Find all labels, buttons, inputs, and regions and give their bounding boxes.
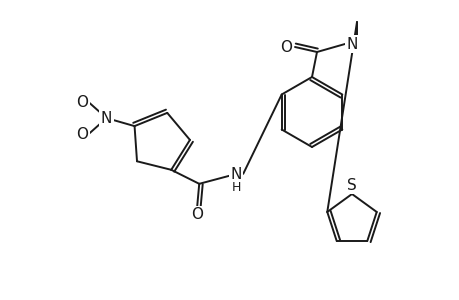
Text: O: O (191, 207, 203, 222)
Text: S: S (347, 178, 356, 193)
Text: O: O (76, 127, 89, 142)
Text: N: N (230, 167, 241, 182)
Text: O: O (280, 40, 291, 55)
Text: N: N (346, 37, 357, 52)
Text: N: N (101, 111, 112, 126)
Text: O: O (76, 94, 89, 110)
Text: H: H (231, 181, 241, 194)
